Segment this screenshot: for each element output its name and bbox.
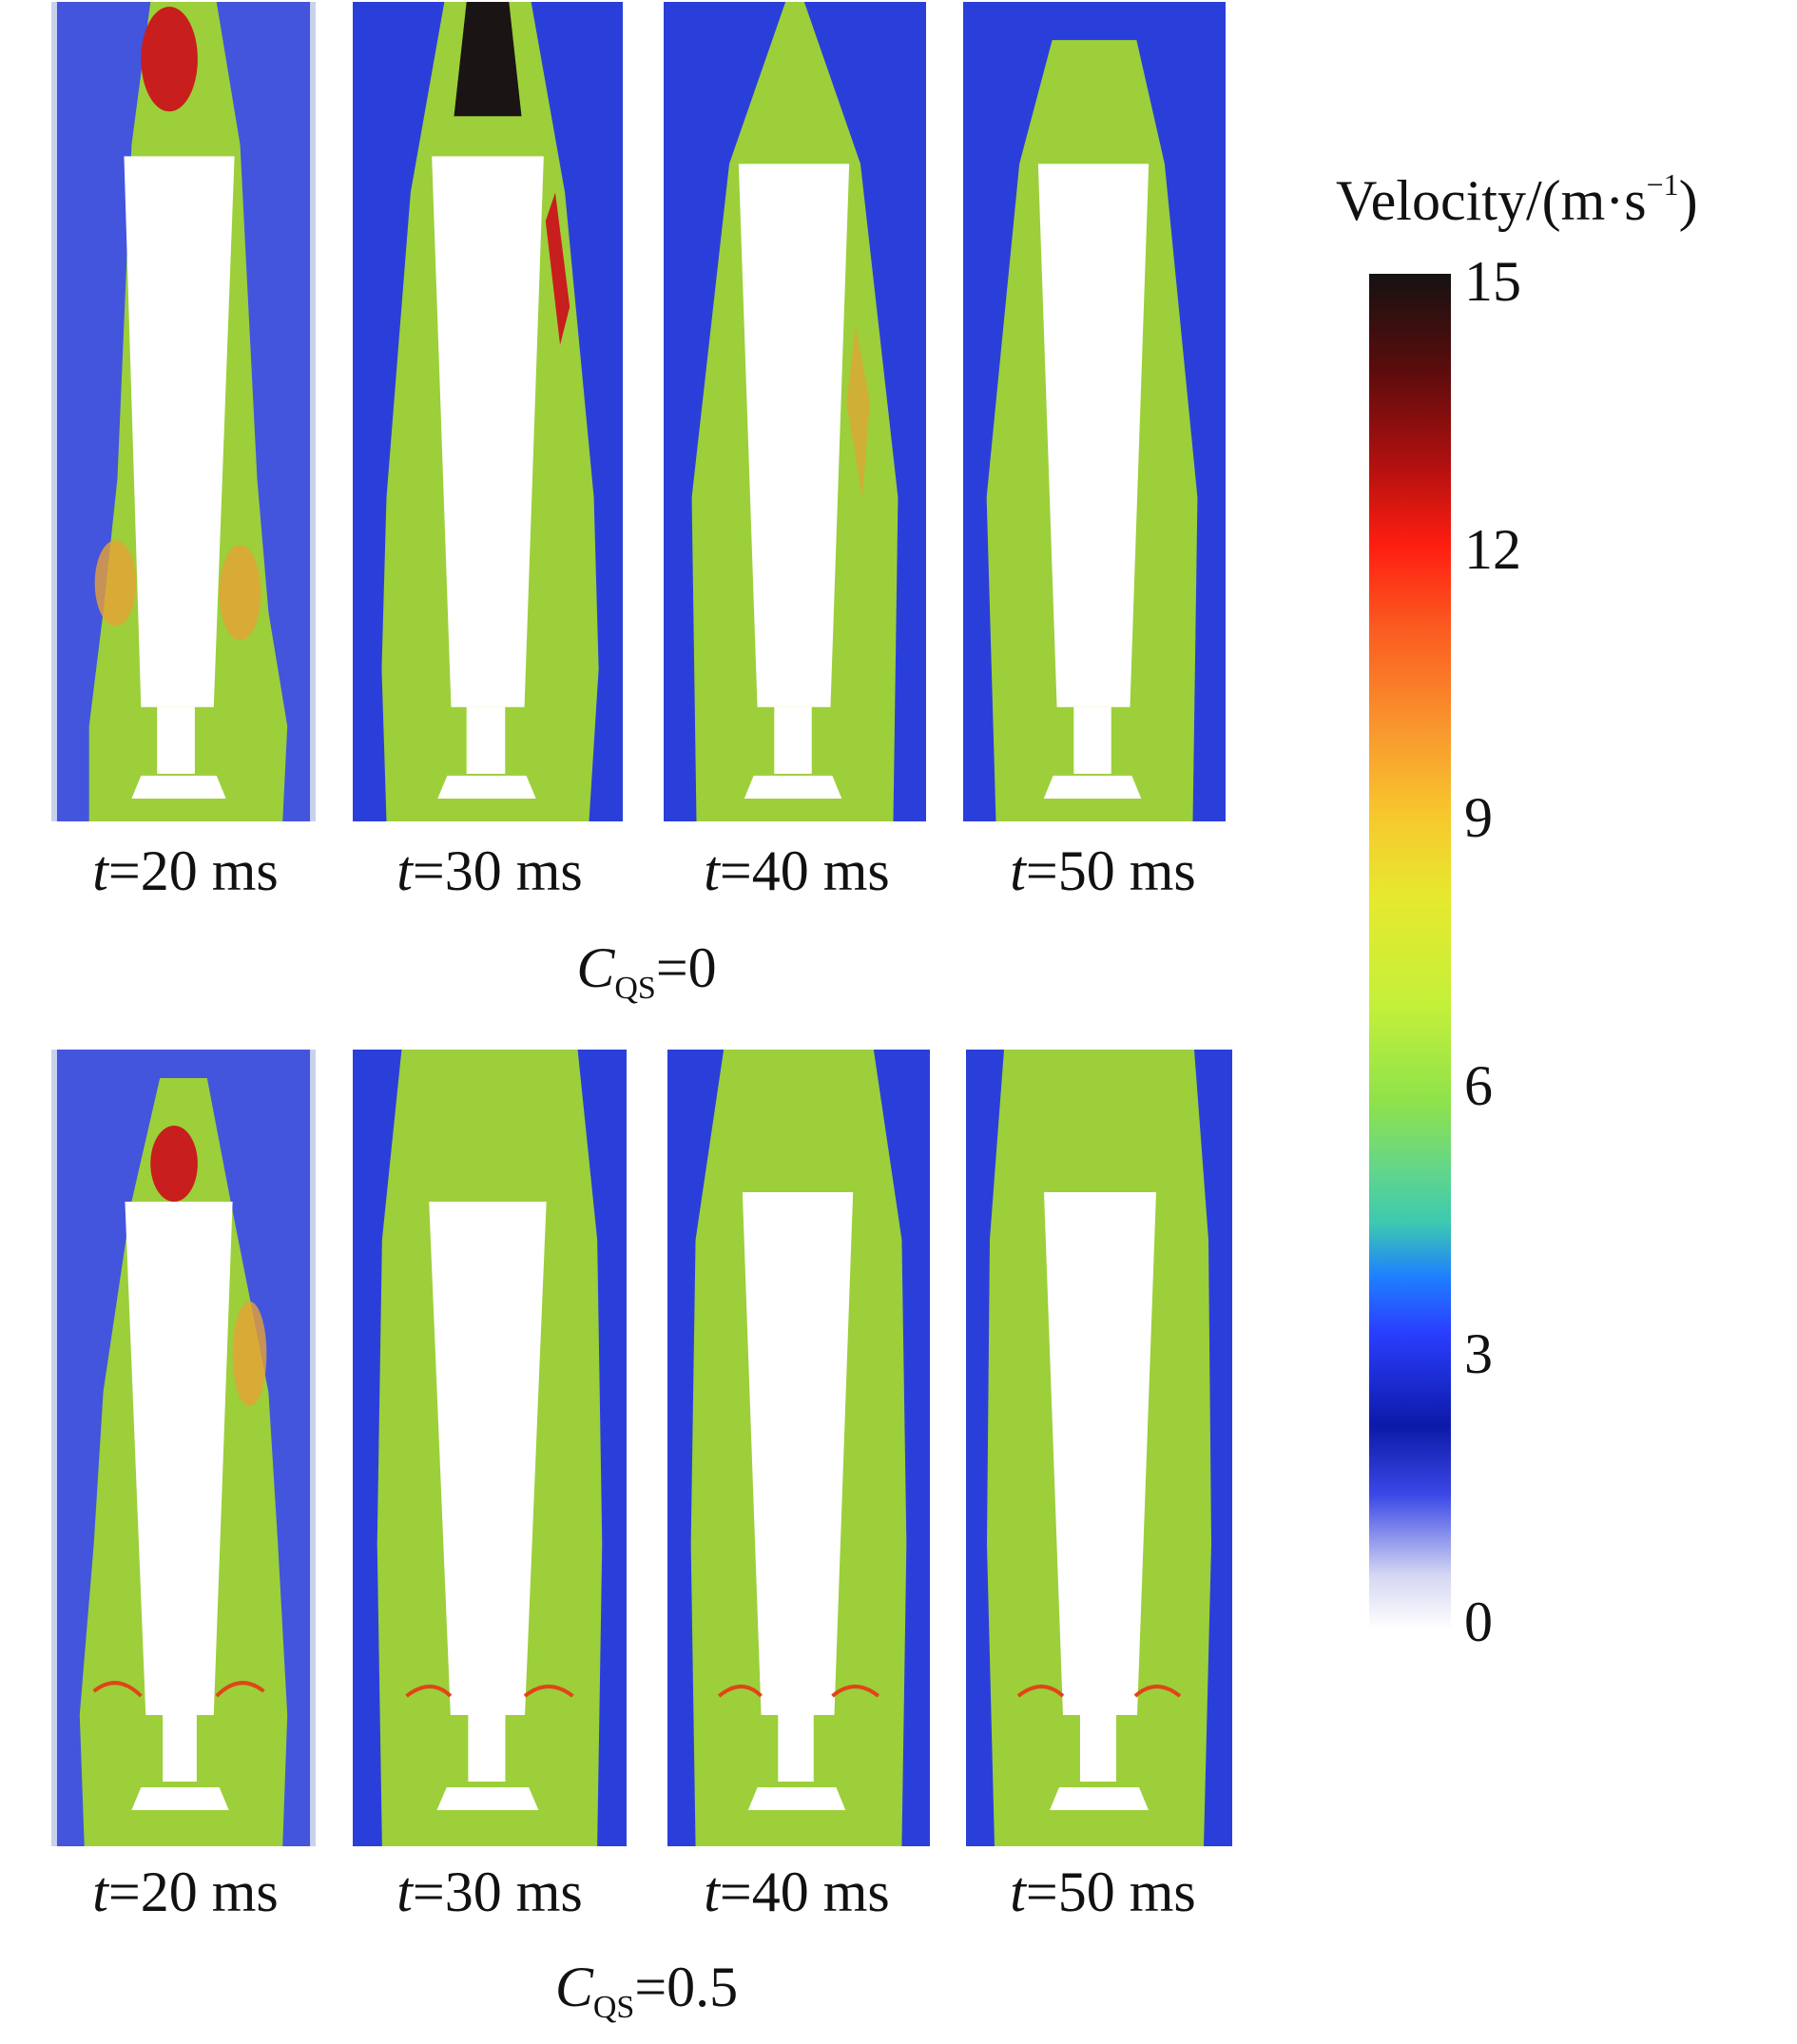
colorbar-tick-0: 0 (1464, 1591, 1493, 1653)
time-label-top-t50: t=50 ms (1010, 839, 1196, 902)
velocity-field-panel-cqs05-t30 (353, 1050, 627, 1846)
condition-label-cqs0: CQS=0 (576, 936, 717, 1006)
time-label-bottom-t50: t=50 ms (1010, 1861, 1196, 1923)
velocity-field-panel-cqs05-t50 (966, 1050, 1232, 1846)
velocity-field-panel-cqs0-t20 (51, 2, 316, 821)
time-label-bottom-t40: t=40 ms (704, 1861, 890, 1923)
velocity-field-panel-cqs0-t50 (963, 2, 1226, 821)
colorbar-tick-9: 9 (1464, 786, 1493, 849)
colorbar-title: Velocity/(m·s−1) (1336, 167, 1698, 232)
colorbar (1369, 274, 1451, 1629)
velocity-field-panel-cqs0-t40 (664, 2, 926, 821)
colorbar-tick-12: 12 (1464, 518, 1521, 581)
colorbar-tick-3: 3 (1464, 1322, 1493, 1385)
time-label-bottom-t30: t=30 ms (396, 1861, 583, 1923)
velocity-field-panel-cqs0-t30 (353, 2, 623, 821)
colorbar-tick-6: 6 (1464, 1054, 1493, 1117)
velocity-field-panel-cqs05-t40 (667, 1050, 930, 1846)
time-label-top-t20: t=20 ms (92, 839, 279, 902)
colorbar-tick-15: 15 (1464, 250, 1521, 313)
time-label-top-t30: t=30 ms (396, 839, 583, 902)
condition-label-cqs05: CQS=0.5 (554, 1956, 739, 2025)
time-label-top-t40: t=40 ms (704, 839, 890, 902)
time-label-bottom-t20: t=20 ms (92, 1861, 279, 1923)
velocity-field-panel-cqs05-t20 (51, 1050, 316, 1846)
